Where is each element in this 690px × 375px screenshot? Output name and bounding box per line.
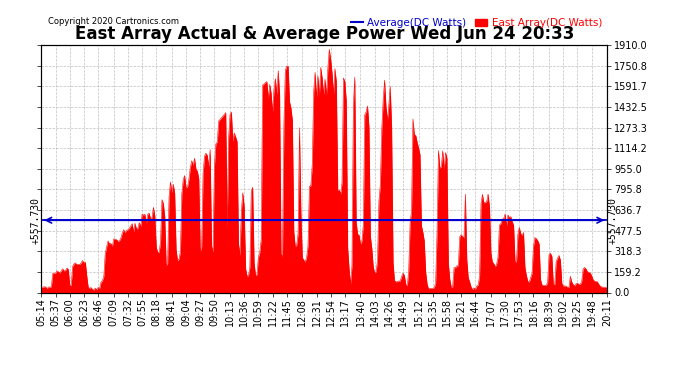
Title: East Array Actual & Average Power Wed Jun 24 20:33: East Array Actual & Average Power Wed Ju… — [75, 26, 574, 44]
Text: +557.730: +557.730 — [31, 197, 41, 244]
Legend: Average(DC Watts), East Array(DC Watts): Average(DC Watts), East Array(DC Watts) — [351, 18, 602, 28]
Text: Copyright 2020 Cartronics.com: Copyright 2020 Cartronics.com — [48, 17, 179, 26]
Text: +557.730: +557.730 — [608, 197, 618, 244]
